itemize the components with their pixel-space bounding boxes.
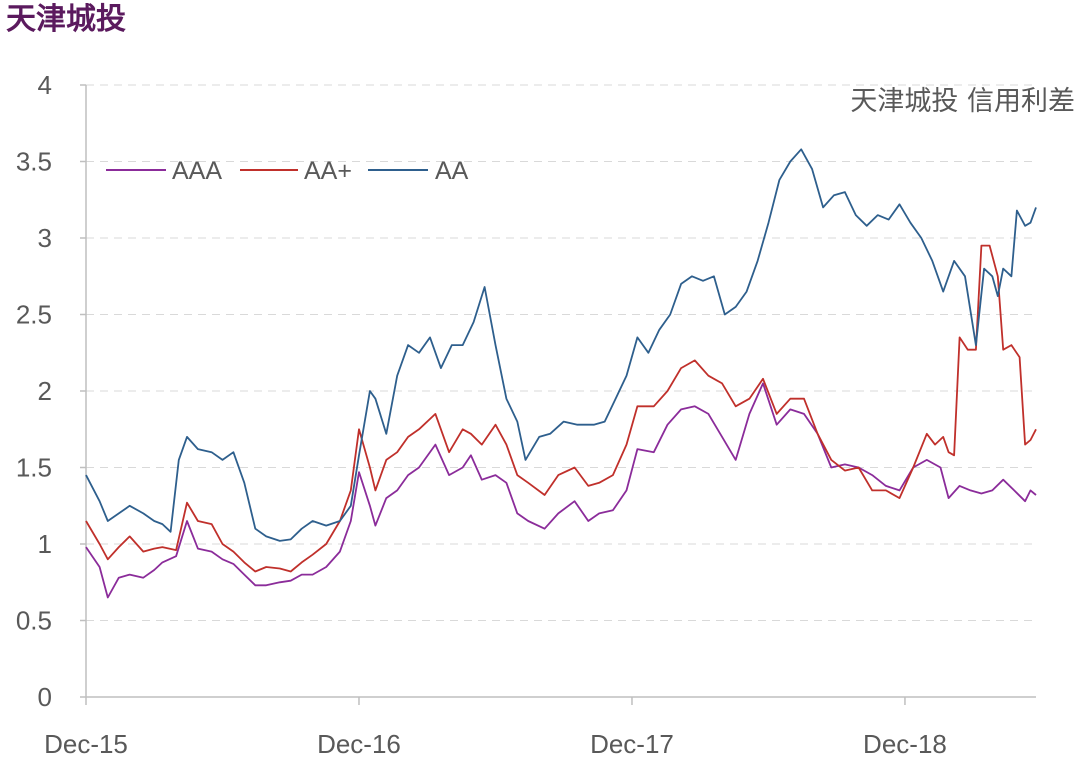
y-tick-label: 2: [38, 376, 52, 406]
y-tick-label: 3.5: [16, 147, 52, 177]
axes: [80, 84, 1036, 705]
series-line-AAA: [85, 382, 1037, 599]
x-tick-labels: Dec-15 Dec-16 Dec-17 Dec-18: [44, 729, 947, 759]
legend: AAA AA+ AA: [106, 157, 469, 185]
y-tick-label: 2.5: [16, 300, 52, 330]
gridlines: [86, 84, 1036, 621]
chart-title: 天津城投 信用利差: [850, 86, 1075, 117]
series-line-AA: [85, 148, 1037, 542]
series-line-AA+: [85, 244, 1037, 573]
y-tick-label: 4: [38, 70, 52, 100]
page-title: 天津城投: [6, 2, 126, 37]
y-tick-label: 0.5: [16, 606, 52, 636]
y-tick-label: 0: [38, 682, 52, 712]
x-tick-label: Dec-16: [317, 729, 401, 759]
legend-label-AA+: AA+: [304, 157, 352, 185]
y-tick-labels: 0 0.5 1 1.5 2 2.5 3 3.5 4: [16, 70, 52, 712]
x-tick-label: Dec-18: [863, 729, 947, 759]
y-tick-label: 3: [38, 223, 52, 253]
x-tick-label: Dec-17: [590, 729, 674, 759]
x-tick-label: Dec-15: [44, 729, 128, 759]
legend-label-AAA: AAA: [172, 157, 222, 185]
series-lines: [85, 148, 1037, 599]
y-tick-label: 1: [38, 529, 52, 559]
y-tick-label: 1.5: [16, 453, 52, 483]
legend-label-AA: AA: [435, 157, 469, 185]
